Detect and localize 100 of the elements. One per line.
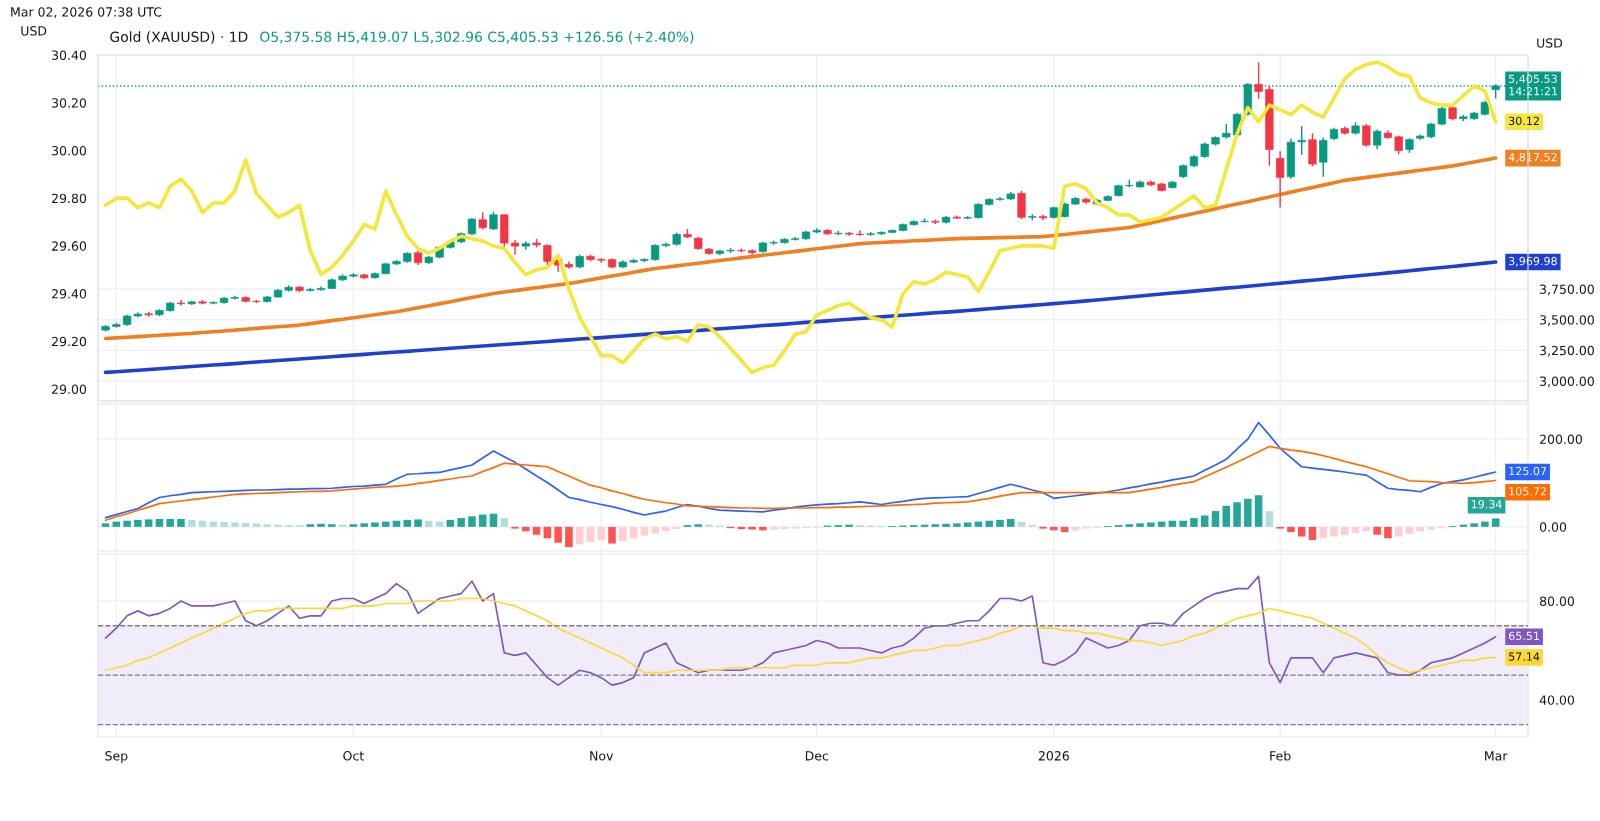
bar — [123, 520, 131, 527]
y-tick-label: 3,250.00 — [1540, 345, 1594, 357]
bar — [468, 516, 476, 527]
candlestick — [510, 239, 520, 256]
bar — [1211, 511, 1220, 527]
candlestick — [1297, 125, 1306, 156]
bar — [1470, 523, 1478, 527]
bar — [608, 526, 616, 544]
bar — [1233, 502, 1241, 527]
bar — [392, 520, 401, 527]
x-tick-label: Dec — [805, 751, 829, 761]
line-series — [104, 597, 1497, 674]
bar — [1491, 518, 1500, 527]
bar — [220, 522, 228, 527]
bar — [586, 526, 595, 542]
bar — [1254, 495, 1263, 527]
y2-tick-label: 30.40 — [52, 50, 87, 60]
y-tick-label: 3,000.00 — [1540, 376, 1594, 388]
bar — [1308, 526, 1317, 541]
bar — [1050, 526, 1058, 531]
bar — [1394, 526, 1403, 537]
x-tick-label: Oct — [343, 751, 364, 761]
y2-tick-label: 29.80 — [52, 193, 87, 204]
bar — [662, 526, 670, 532]
bar — [134, 519, 142, 527]
bar — [532, 526, 541, 535]
data-label: 30.12 — [1509, 116, 1539, 126]
bar — [1190, 518, 1198, 527]
bar — [349, 524, 358, 527]
bar — [274, 524, 282, 527]
bar — [446, 519, 455, 527]
bar — [317, 523, 325, 527]
bar — [231, 522, 239, 527]
y-tick-label: 40.00 — [1539, 695, 1575, 705]
bar — [252, 523, 261, 527]
bar — [360, 523, 368, 527]
x-tick-label: Nov — [590, 751, 614, 761]
bar — [414, 519, 422, 527]
bar — [629, 526, 638, 539]
bar — [371, 522, 379, 527]
bar — [1287, 526, 1295, 533]
bar — [1179, 520, 1187, 527]
bar — [575, 526, 584, 545]
bar — [694, 524, 703, 527]
y2-axis-title: USD — [21, 26, 47, 36]
y2-tick-label: 29.00 — [52, 384, 87, 394]
x-tick-label: Feb — [1270, 750, 1291, 761]
bar — [500, 518, 509, 527]
x-tick-label: Mar — [1485, 751, 1508, 761]
candlestick — [1254, 61, 1263, 100]
bar — [1265, 511, 1274, 527]
ref-line-label: 5,405.53 14:21:21 — [1509, 74, 1558, 96]
line-series — [103, 60, 1498, 375]
x-tick-label: Sep — [105, 751, 128, 763]
y-tick-label: 80.00 — [1539, 596, 1575, 606]
y2-tick-label: 29.40 — [52, 289, 87, 299]
bar — [1168, 520, 1177, 527]
bar — [845, 524, 853, 527]
bar — [328, 524, 336, 527]
bar — [306, 524, 315, 527]
bar — [457, 518, 465, 527]
y-tick-label: 3,750.00 — [1540, 284, 1594, 296]
data-label: 57.14 — [1509, 652, 1540, 661]
data-label: 4,817.52 — [1508, 152, 1557, 163]
y-axis-title: USD — [1537, 38, 1563, 48]
bar — [996, 519, 1004, 527]
chart-title: Gold (XAUUSD) · 1D — [110, 31, 248, 44]
y2-tick-label: 29.60 — [52, 241, 87, 251]
bar — [619, 526, 627, 541]
bar — [489, 513, 498, 527]
bar — [1416, 526, 1425, 532]
bar — [198, 520, 207, 527]
y-tick-label: 3,500.00 — [1540, 315, 1594, 326]
bar — [522, 526, 530, 532]
bar — [1373, 526, 1381, 535]
y-tick-label: 0.00 — [1539, 522, 1567, 532]
bar — [155, 518, 164, 527]
candlestick — [1362, 123, 1371, 148]
bar — [651, 526, 659, 534]
bar — [1319, 526, 1328, 539]
line-series — [103, 260, 1498, 375]
bar — [241, 522, 250, 527]
bar — [1351, 526, 1360, 534]
bar — [263, 524, 271, 527]
line-series — [103, 156, 1498, 341]
candlestick — [1319, 136, 1328, 178]
bar — [1384, 526, 1392, 539]
bar — [1136, 523, 1144, 527]
bar — [640, 526, 649, 536]
bar — [597, 526, 606, 541]
candlestick — [1276, 150, 1285, 209]
data-label: 3,969.98 — [1509, 256, 1557, 267]
bar — [1244, 498, 1252, 527]
bar — [1147, 522, 1155, 527]
bar — [942, 523, 950, 527]
data-label: 65.51 — [1508, 631, 1539, 641]
bar — [101, 523, 110, 527]
text: Mar 02, 2026 07:38 UTC — [11, 7, 162, 18]
bar — [478, 514, 487, 527]
bar — [1330, 526, 1338, 537]
